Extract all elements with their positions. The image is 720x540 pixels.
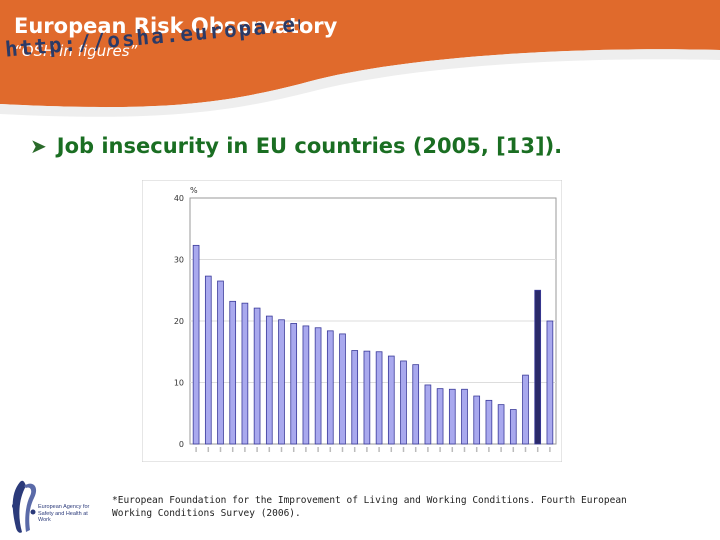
y-tick-label: 0 [179, 440, 184, 449]
bar [314, 327, 322, 445]
eu-osha-logo-icon [12, 480, 37, 533]
bar [509, 409, 517, 445]
osha-url[interactable]: http://osha.europa.eu [0, 0, 300, 60]
bar [351, 350, 359, 445]
page-subtitle: “OSH in figures” [14, 42, 138, 60]
page-title: European Risk Observatory [14, 14, 338, 38]
bar [326, 330, 334, 445]
y-tick-label: 30 [174, 256, 184, 265]
arrow-bullet-icon: ➤ [30, 134, 47, 158]
header-banner: European Risk Observatory “OSH in figure… [0, 0, 720, 120]
y-tick-label: 40 [174, 194, 184, 203]
bar [217, 280, 224, 445]
bar [424, 384, 432, 445]
logo-text: European Agency for Safety and Health at… [38, 504, 90, 523]
bar [436, 388, 444, 445]
bar [387, 355, 395, 445]
bar [253, 307, 261, 445]
bullet-heading: ➤ Job insecurity in EU countries (2005, … [30, 134, 562, 158]
bar [448, 388, 456, 445]
bar [339, 333, 346, 445]
y-tick-label: 20 [174, 317, 184, 326]
bar [265, 315, 273, 445]
bullet-text: Job insecurity in EU countries (2005, [1… [56, 134, 563, 158]
job-insecurity-chart: 0 10 20 30 40 % [142, 180, 562, 462]
bar [522, 374, 529, 445]
bar [290, 323, 298, 445]
bar [204, 275, 212, 445]
bar [534, 289, 542, 445]
bar [229, 300, 237, 445]
bar [412, 364, 420, 445]
bar [497, 404, 505, 445]
bar [278, 319, 285, 445]
bar [546, 320, 554, 445]
url-text[interactable]: http://osha.europa.eu [4, 11, 300, 60]
bar [241, 302, 249, 445]
bar [363, 350, 371, 445]
bar [302, 325, 310, 445]
y-unit-label: % [190, 186, 198, 195]
bar [461, 388, 468, 445]
footnote: *European Foundation for the Improvement… [112, 495, 627, 519]
bar [485, 399, 493, 445]
y-tick-label: 10 [174, 379, 184, 388]
bar [375, 351, 383, 445]
bar [473, 395, 481, 445]
bar [192, 244, 200, 445]
bar [400, 360, 407, 445]
header-swoosh [0, 0, 720, 117]
